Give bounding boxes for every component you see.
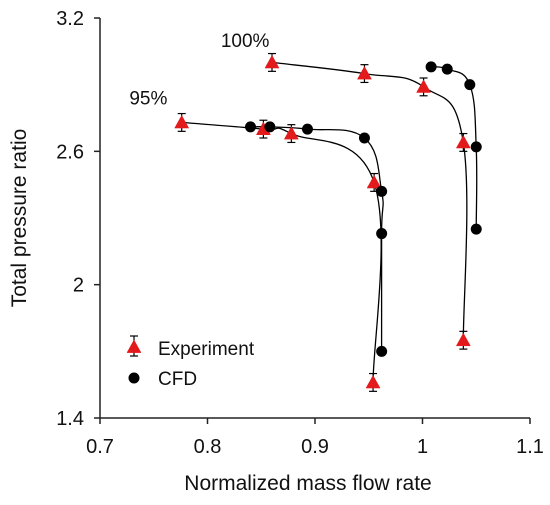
y-axis-title: Total pressure ratio: [8, 129, 31, 308]
point-cfd: [470, 223, 482, 235]
legend: Experiment CFD: [126, 335, 255, 390]
point-cfd: [464, 79, 476, 91]
y-tick-label: 2.6: [56, 141, 84, 163]
point-experiment: [455, 134, 471, 149]
point-cfd: [264, 121, 276, 133]
point-experiment: [264, 54, 280, 69]
y-tick-label: 1.4: [56, 408, 84, 430]
legend-label-cfd: CFD: [158, 369, 197, 390]
x-tick-label: 1.1: [516, 436, 544, 458]
x-tick-label: 0.9: [301, 436, 329, 458]
point-cfd: [376, 228, 388, 240]
point-experiment: [357, 66, 372, 80]
x-axis-title: Normalized mass flow rate: [184, 472, 431, 495]
legend-triangle-marker: [126, 339, 142, 353]
point-cfd: [358, 132, 370, 144]
curve-experiment: [271, 61, 468, 341]
point-experiment: [174, 114, 190, 129]
point-cfd: [301, 123, 313, 135]
x-tick-label: 0.7: [86, 436, 114, 458]
x-tick-label: 1: [417, 436, 428, 458]
annotation-95-percent: 95%: [129, 89, 167, 110]
y-tick-label: 3.2: [56, 8, 84, 30]
point-cfd: [376, 345, 388, 357]
point-experiment: [365, 374, 381, 389]
data-marks: [174, 52, 482, 392]
legend-symbol-cfd: [128, 372, 140, 384]
y-tick-label: 2: [73, 275, 84, 297]
legend-circle-marker: [128, 372, 140, 384]
point-cfd: [376, 185, 388, 197]
point-experiment: [366, 174, 382, 189]
curve-cfd: [250, 126, 384, 352]
point-cfd: [245, 121, 256, 133]
ticks: 0.7 0.8 0.9 1 1.1 1.4 2 2.6 3.2: [56, 8, 544, 458]
legend-label-experiment: Experiment: [158, 339, 255, 360]
legend-symbol-experiment: [126, 335, 142, 357]
point-cfd: [425, 61, 437, 73]
point-experiment: [283, 126, 299, 140]
point-cfd: [470, 141, 482, 153]
point-experiment: [455, 332, 471, 347]
annotation-100-percent: 100%: [221, 31, 270, 52]
point-cfd: [441, 63, 453, 75]
point-experiment: [416, 79, 431, 93]
fit-curves: [181, 61, 478, 383]
x-tick-label: 0.8: [194, 436, 222, 458]
